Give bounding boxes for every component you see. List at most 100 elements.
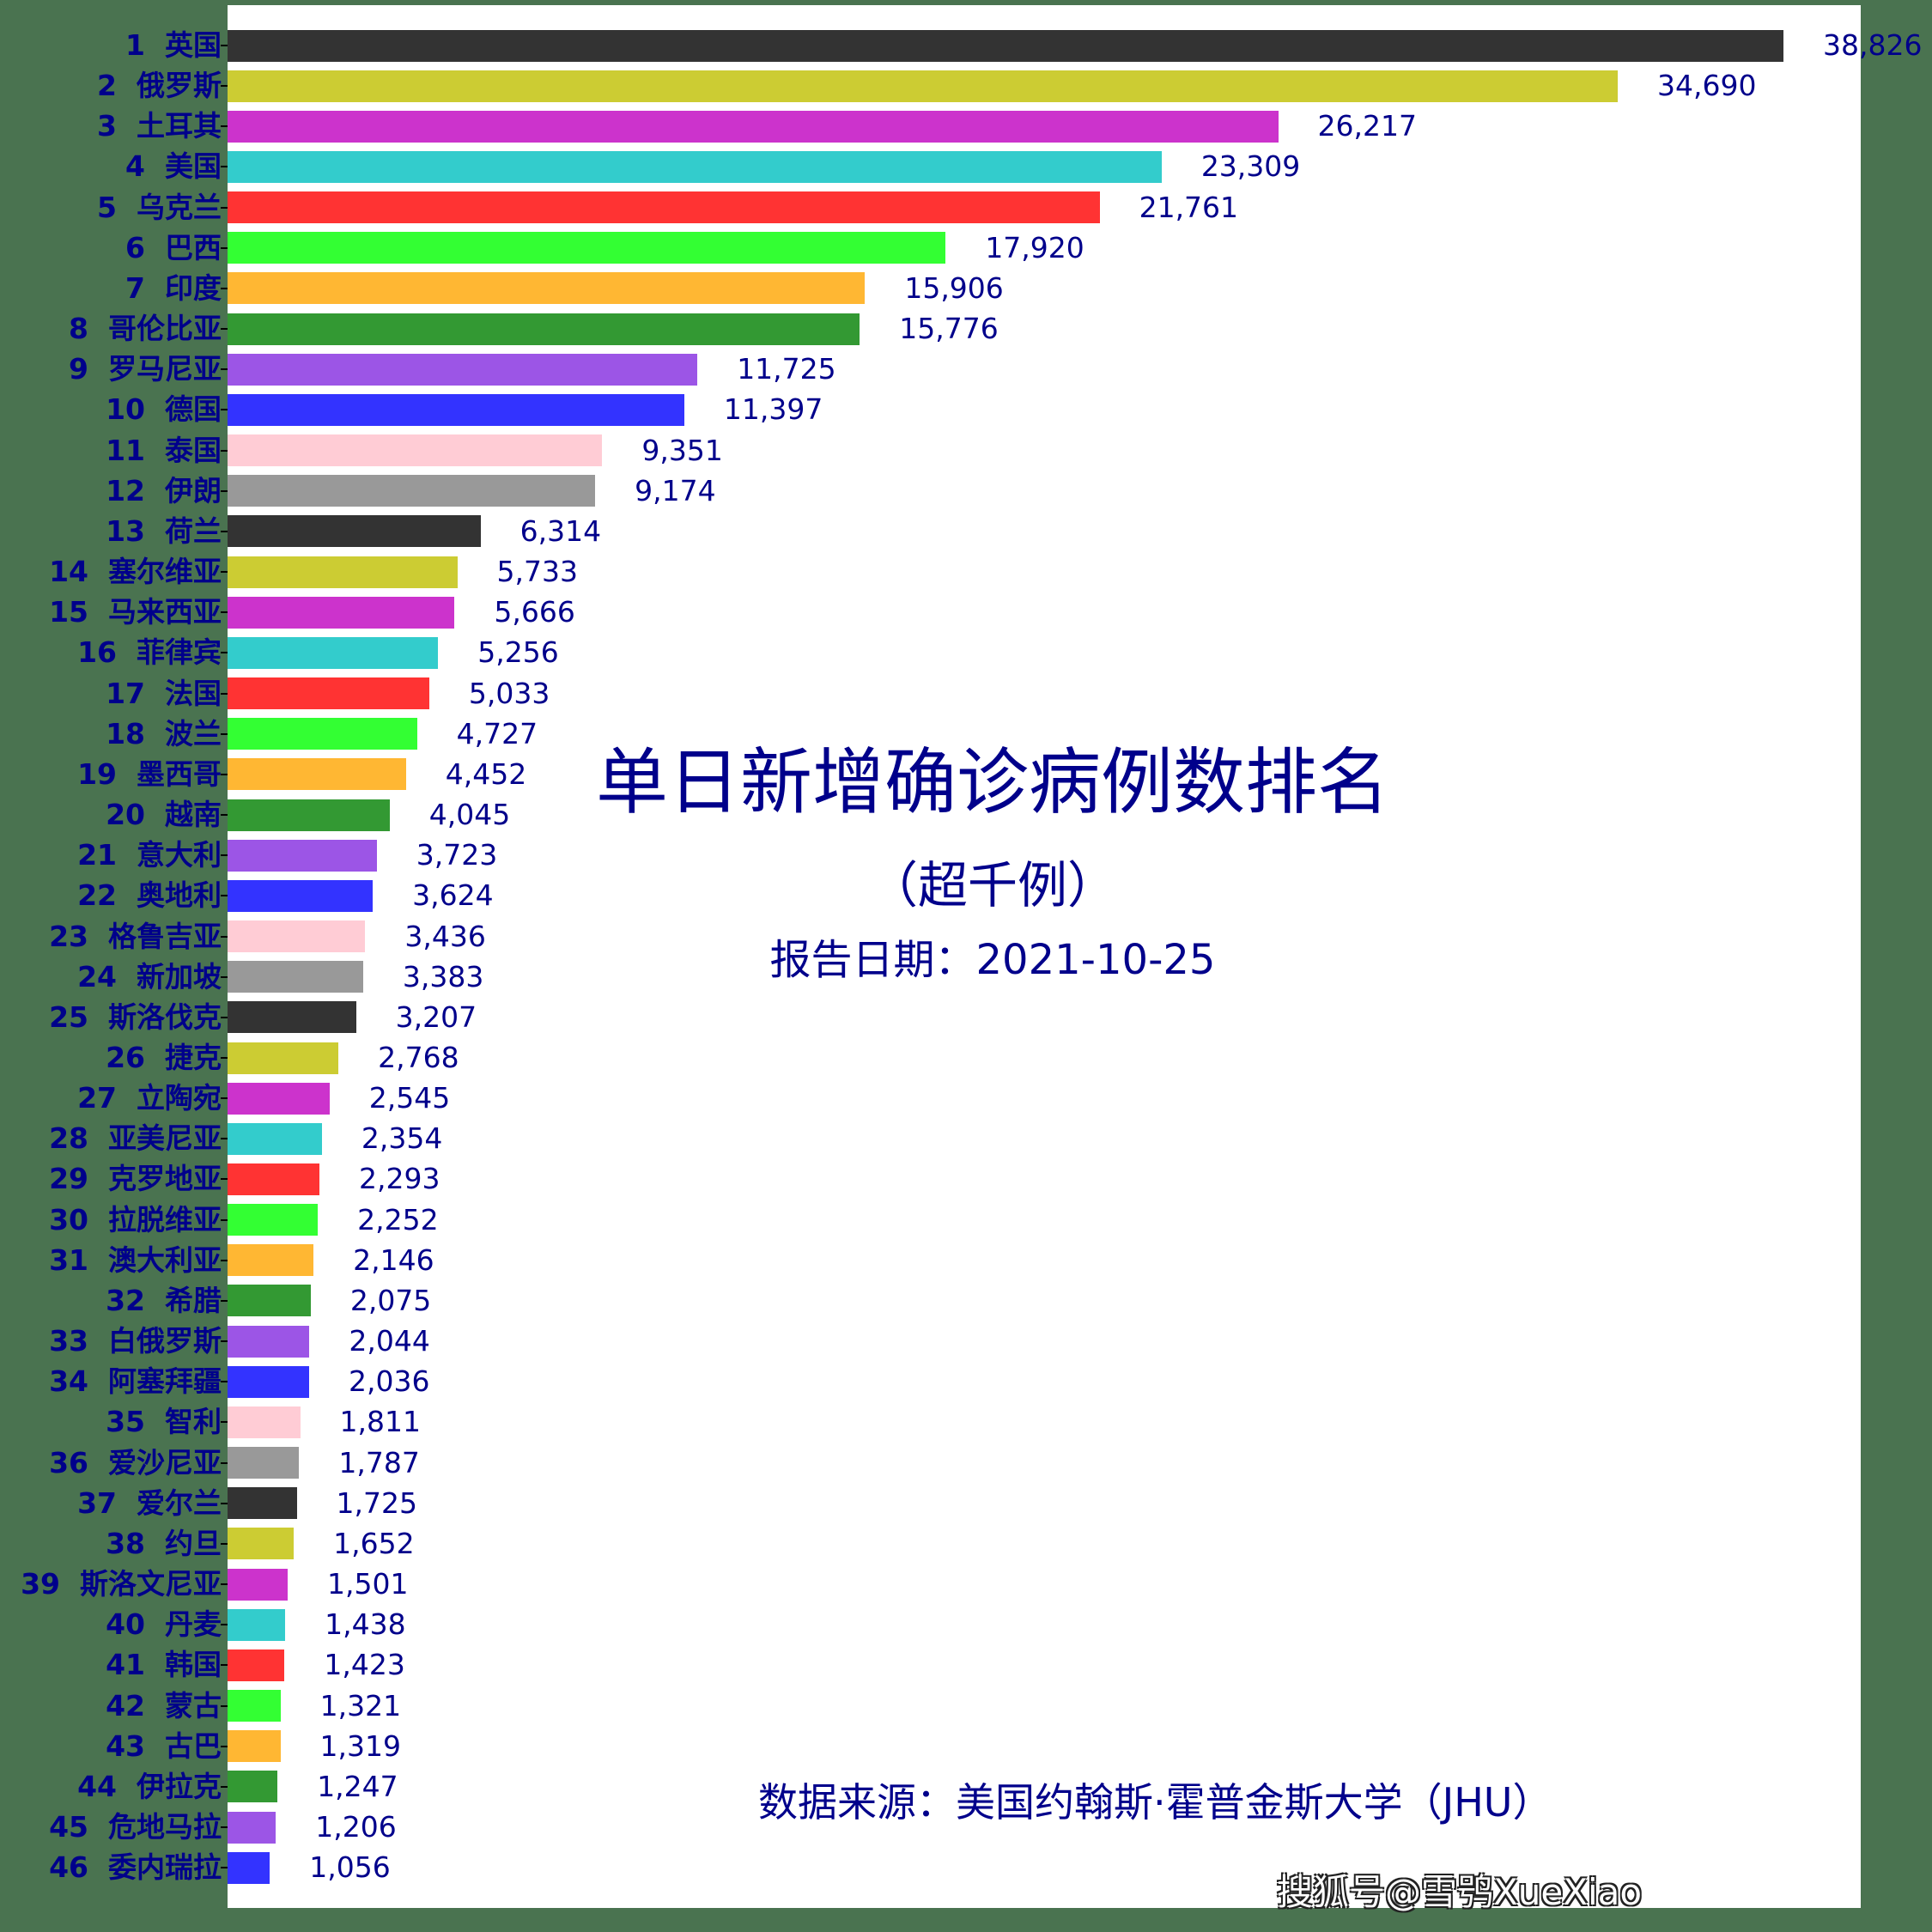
value-label: 4,727	[456, 716, 538, 750]
value-label: 2,146	[353, 1242, 434, 1277]
value-label: 15,906	[904, 270, 1004, 305]
category-label: 29 克罗地亚	[49, 1162, 222, 1196]
bar	[228, 1244, 314, 1277]
bar	[228, 1528, 295, 1560]
axis-tick	[221, 1826, 228, 1829]
bar	[228, 961, 363, 993]
category-label: 33 白俄罗斯	[49, 1324, 222, 1358]
bar	[228, 1001, 356, 1034]
bar	[228, 150, 1162, 183]
axis-tick	[221, 854, 228, 857]
value-label: 21,761	[1139, 190, 1239, 224]
bar	[228, 1406, 301, 1438]
category-label: 16 菲律宾	[77, 635, 222, 670]
value-label: 1,247	[317, 1769, 398, 1803]
value-label: 5,733	[496, 555, 579, 589]
axis-tick	[221, 1421, 228, 1424]
bar	[228, 1487, 297, 1520]
axis-tick	[221, 1259, 228, 1261]
value-label: 2,252	[357, 1202, 439, 1236]
axis-tick	[221, 530, 228, 532]
category-label: 7 印度	[125, 270, 222, 305]
value-label: 2,075	[349, 1283, 432, 1317]
bar	[228, 718, 417, 750]
report-date: 报告日期：2021-10-25	[769, 936, 1216, 984]
value-label: 26,217	[1317, 109, 1417, 143]
category-label: 17 法国	[106, 676, 222, 710]
axis-tick	[221, 935, 228, 938]
category-label: 40 丹麦	[106, 1607, 222, 1642]
axis-tick	[221, 1502, 228, 1504]
value-label: 5,256	[477, 635, 559, 670]
bar	[228, 1771, 278, 1803]
axis-tick	[221, 1745, 228, 1747]
category-label: 43 古巴	[106, 1728, 222, 1763]
category-label: 8 哥伦比亚	[69, 312, 222, 346]
category-label: 3 土耳其	[97, 109, 222, 143]
axis-tick	[221, 1867, 228, 1869]
axis-tick	[221, 449, 228, 452]
bar	[228, 475, 596, 507]
axis-tick	[221, 895, 228, 897]
axis-tick	[221, 732, 228, 735]
bar	[228, 1649, 285, 1681]
bar	[228, 353, 698, 386]
axis-tick	[221, 1381, 228, 1383]
axis-tick	[221, 611, 228, 614]
watermark: 搜狐号@雪鸮XueXiao	[1277, 1871, 1643, 1913]
chart-title: 单日新增确诊病例数排名	[595, 740, 1389, 824]
value-label: 2,768	[378, 1041, 459, 1074]
category-label: 34 阿塞拜疆	[49, 1364, 222, 1399]
category-label: 26 捷克	[106, 1041, 222, 1074]
category-label: 12 伊朗	[106, 473, 222, 507]
category-label: 31 澳大利亚	[49, 1242, 222, 1277]
value-label: 5,033	[468, 676, 550, 710]
bar	[228, 191, 1100, 224]
category-label: 14 塞尔维亚	[49, 555, 222, 589]
axis-tick	[221, 1218, 228, 1221]
value-label: 11,397	[723, 392, 823, 427]
value-label: 1,206	[315, 1810, 397, 1844]
value-label: 38,826	[1823, 28, 1923, 62]
bar	[228, 70, 1618, 102]
axis-tick	[221, 1057, 228, 1059]
bar	[228, 1730, 281, 1763]
value-label: 3,723	[416, 838, 498, 872]
value-label: 1,501	[327, 1567, 409, 1601]
value-label: 9,174	[635, 473, 716, 507]
category-label: 4 美国	[125, 149, 222, 184]
bar	[228, 1122, 322, 1155]
axis-tick	[221, 1097, 228, 1100]
value-label: 1,811	[339, 1405, 421, 1439]
bar	[228, 1082, 330, 1115]
value-label: 11,725	[737, 352, 836, 386]
category-label: 20 越南	[106, 798, 222, 832]
bar	[228, 515, 481, 548]
bar	[228, 1608, 286, 1641]
bar	[228, 110, 1279, 143]
value-label: 1,438	[325, 1607, 406, 1642]
category-label: 19 墨西哥	[77, 756, 222, 791]
axis-tick	[221, 1178, 228, 1181]
bar	[228, 1204, 319, 1236]
category-label: 2 俄罗斯	[97, 69, 222, 103]
value-label: 1,056	[309, 1850, 391, 1885]
data-source: 数据来源：美国约翰斯·霍普金斯大学（JHU）	[758, 1779, 1552, 1826]
axis-tick	[221, 287, 228, 289]
axis-tick	[221, 1138, 228, 1140]
value-label: 6,314	[519, 513, 602, 548]
category-label: 35 智利	[106, 1405, 222, 1439]
category-label: 15 马来西亚	[49, 595, 222, 629]
category-label: 28 亚美尼亚	[49, 1121, 222, 1156]
axis-tick	[221, 45, 228, 46]
value-label: 2,036	[349, 1364, 430, 1399]
axis-tick	[221, 166, 228, 168]
axis-tick	[221, 975, 228, 978]
axis-tick	[221, 368, 228, 371]
plot-area: 38,826 34,690 26,217 23,309 21,761 17,920 15,9…	[228, 5, 1922, 1908]
bar	[228, 232, 946, 264]
category-label: 46 委内瑞拉	[49, 1850, 222, 1885]
bar	[228, 434, 603, 467]
value-label: 1,321	[319, 1688, 402, 1722]
axis-tick	[221, 1583, 228, 1586]
